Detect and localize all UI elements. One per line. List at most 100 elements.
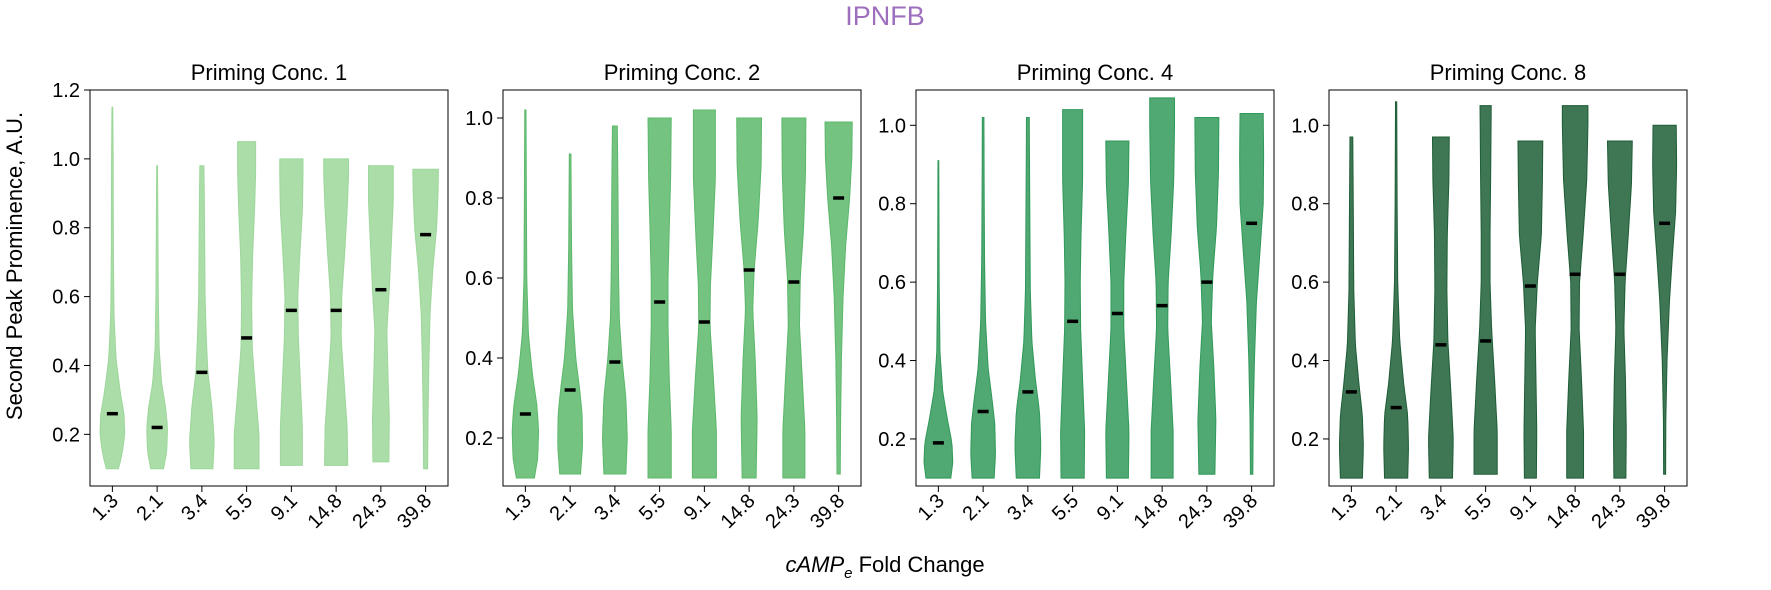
- x-tick-label: 14.8: [1543, 490, 1586, 533]
- y-axis-label: Second Peak Prominence, A.U.: [2, 112, 27, 420]
- panel-title: Priming Conc. 2: [604, 60, 761, 85]
- panel-frame: [502, 89, 862, 487]
- panel-frame: [915, 89, 1275, 487]
- chart-panel-2: Priming Conc. 2 0.2 0.4 0.6 0.8 1.0 1.3 2.1 3.4 5…: [465, 60, 862, 533]
- x-tick-label: 39.8: [806, 490, 849, 533]
- panel-title: Priming Conc. 4: [1017, 60, 1174, 85]
- violin-24.3: [367, 165, 394, 463]
- y-tick-label: 0.2: [465, 428, 493, 450]
- chart-panel-1: Priming Conc. 1 0.2 0.4 0.6 0.8 1.0 1.2 1.3 2.1 3…: [52, 60, 449, 533]
- x-tick-label: 1.3: [88, 490, 123, 525]
- violin-2.1: [1383, 101, 1409, 479]
- x-tick-label: 39.8: [393, 490, 436, 533]
- violin-3.4: [602, 125, 628, 475]
- y-tick-label: 1.0: [52, 149, 80, 171]
- violin-14.8: [1561, 105, 1589, 479]
- x-tick-label: 2.1: [545, 490, 580, 525]
- y-tick-label: 0.4: [878, 351, 906, 373]
- violin-5.5: [1473, 105, 1498, 475]
- violin-39.8: [412, 168, 439, 470]
- x-tick-label: 14.8: [717, 490, 760, 533]
- y-tick-label: 1.0: [1291, 115, 1319, 137]
- panel-frame: [89, 89, 449, 487]
- x-tick-label: 9.1: [267, 490, 302, 525]
- violin-14.8: [736, 117, 763, 479]
- figure-suptitle: IPNFB: [845, 1, 925, 31]
- x-tick-label: 1.3: [1327, 490, 1362, 525]
- x-tick-label: 9.1: [1506, 490, 1541, 525]
- x-tick-label: 9.1: [680, 490, 715, 525]
- y-tick-label: 0.6: [465, 268, 493, 290]
- y-tick-label: 0.6: [52, 287, 80, 309]
- y-tick-label: 0.8: [878, 194, 906, 216]
- y-tick-label: 0.8: [465, 188, 493, 210]
- violin-14.8: [1149, 97, 1176, 479]
- violin-1.3: [923, 160, 954, 479]
- y-tick-label: 0.2: [1291, 429, 1319, 451]
- x-tick-label: 24.3: [761, 490, 804, 533]
- violin-9.1: [1517, 140, 1544, 479]
- violin-5.5: [233, 141, 260, 470]
- y-tick-label: 1.0: [465, 108, 493, 130]
- violin-3.4: [1428, 136, 1454, 479]
- y-tick-label: 0.6: [1291, 272, 1319, 294]
- panel-title: Priming Conc. 1: [191, 60, 348, 85]
- violin-3.4: [189, 165, 215, 470]
- violin-1.3: [511, 109, 540, 479]
- violin-5.5: [647, 117, 672, 479]
- chart-panel-4: Priming Conc. 8 0.2 0.4 0.6 0.8 1.0 1.3 2.1 3.4 5…: [1291, 60, 1688, 533]
- panels: Priming Conc. 1 0.2 0.4 0.6 0.8 1.0 1.2 1.3 2.1 3…: [52, 60, 1688, 533]
- y-tick-label: 0.4: [1291, 351, 1319, 373]
- x-tick-label: 5.5: [222, 490, 257, 525]
- violin-39.8: [824, 121, 853, 475]
- x-tick-label: 1.3: [914, 490, 949, 525]
- x-axis-label: cAMPe Fold Change: [785, 552, 984, 582]
- y-tick-label: 0.4: [465, 348, 493, 370]
- x-tick-label: 14.8: [304, 490, 347, 533]
- violin-9.1: [691, 109, 717, 479]
- violin-1.3: [99, 106, 126, 470]
- x-tick-label: 14.8: [1130, 490, 1173, 533]
- x-tick-label: 2.1: [132, 490, 167, 525]
- x-tick-label: 24.3: [1587, 490, 1630, 533]
- x-tick-label: 5.5: [1461, 490, 1496, 525]
- violin-2.1: [970, 116, 996, 479]
- x-axis-label-rest: Fold Change: [852, 552, 984, 577]
- violin-2.1: [146, 165, 168, 470]
- y-tick-label: 0.8: [52, 218, 80, 240]
- x-tick-label: 3.4: [177, 490, 212, 525]
- x-axis-label-subscript: e: [844, 565, 852, 582]
- violin-3.4: [1014, 116, 1042, 479]
- y-tick-label: 0.4: [52, 355, 80, 377]
- violin-24.3: [781, 117, 807, 479]
- y-tick-label: 0.8: [1291, 194, 1319, 216]
- violin-9.1: [1105, 140, 1130, 479]
- violin-24.3: [1194, 116, 1220, 475]
- y-tick-label: 1.2: [52, 80, 80, 102]
- violin-39.8: [1239, 113, 1265, 475]
- x-tick-label: 3.4: [590, 490, 625, 525]
- x-tick-label: 5.5: [1048, 490, 1083, 525]
- x-tick-label: 5.5: [635, 490, 670, 525]
- x-tick-label: 24.3: [348, 490, 391, 533]
- y-tick-label: 0.6: [878, 272, 906, 294]
- x-tick-label: 3.4: [1003, 490, 1038, 525]
- x-tick-label: 39.8: [1219, 490, 1262, 533]
- x-tick-label: 3.4: [1416, 490, 1451, 525]
- x-axis-label-italic: cAMP: [785, 552, 844, 577]
- chart-panel-3: Priming Conc. 4 0.2 0.4 0.6 0.8 1.0 1.3 2.1 3.4 5…: [878, 60, 1275, 533]
- x-tick-label: 1.3: [501, 490, 536, 525]
- violin-24.3: [1606, 140, 1633, 479]
- x-tick-label: 2.1: [1371, 490, 1406, 525]
- x-tick-label: 39.8: [1632, 490, 1675, 533]
- y-tick-label: 0.2: [52, 424, 80, 446]
- panel-title: Priming Conc. 8: [1430, 60, 1587, 85]
- y-tick-label: 1.0: [878, 115, 906, 137]
- y-tick-label: 0.2: [878, 429, 906, 451]
- x-tick-label: 24.3: [1174, 490, 1217, 533]
- violin-2.1: [557, 153, 583, 475]
- panel-frame: [1328, 89, 1688, 487]
- x-tick-label: 2.1: [958, 490, 993, 525]
- violin-39.8: [1652, 124, 1678, 475]
